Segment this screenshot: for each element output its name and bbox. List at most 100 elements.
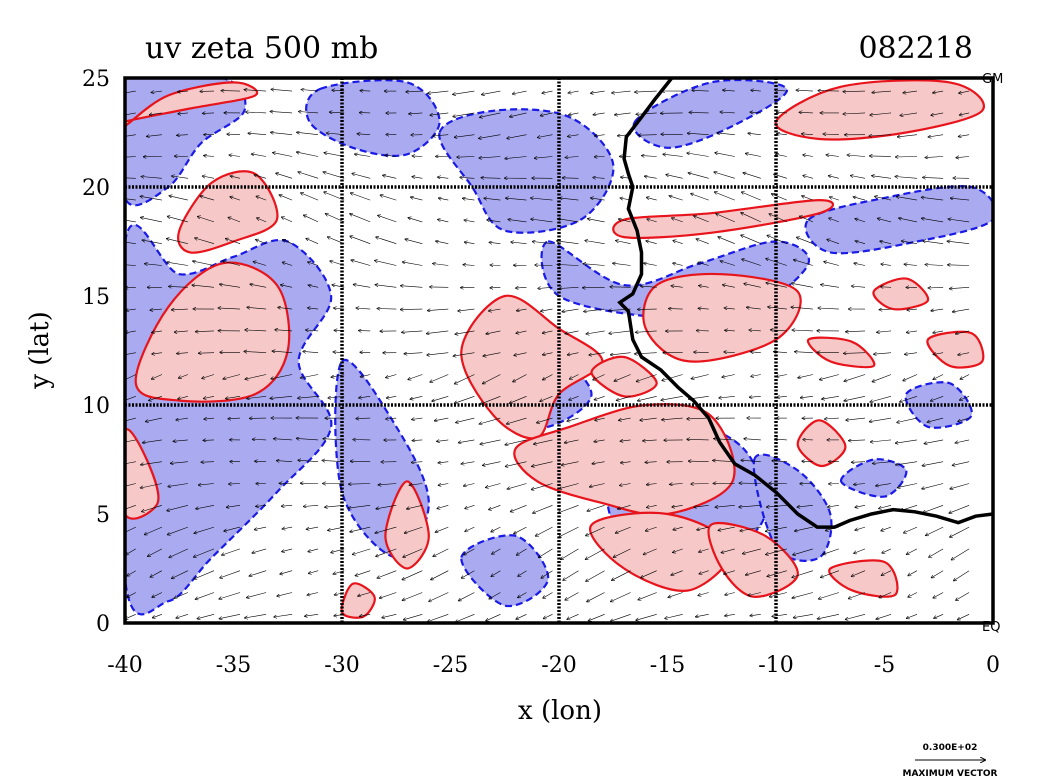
wind-vector [900, 112, 918, 116]
wind-vector [639, 135, 657, 136]
wind-vector [490, 287, 501, 288]
wind-vector [428, 309, 449, 311]
wind-vector [333, 570, 345, 574]
wind-vector [281, 285, 293, 288]
wind-vector [386, 418, 397, 419]
y-tick-label: 0 [96, 612, 110, 637]
wind-vector [853, 197, 866, 201]
wind-vector [746, 153, 761, 157]
wind-vector [198, 484, 215, 486]
wind-vector [277, 592, 293, 597]
wind-vector [301, 90, 319, 92]
wind-vector [725, 330, 735, 331]
wind-vector [959, 112, 970, 115]
wind-vector [192, 285, 215, 288]
wind-vector [489, 505, 501, 509]
wind-vector [298, 460, 319, 462]
wind-vector [489, 242, 501, 243]
wind-vector [611, 614, 631, 621]
wind-vector [463, 198, 475, 200]
negative-vorticity-region [840, 458, 908, 498]
wind-vector [252, 548, 267, 553]
wind-vector [244, 351, 267, 352]
wind-vector [699, 286, 709, 288]
wind-vector [279, 195, 293, 201]
wind-vector [829, 484, 839, 485]
wind-vector [533, 505, 553, 513]
wind-vector [140, 196, 162, 201]
wind-vector [454, 134, 475, 138]
x-tick-label: -25 [433, 653, 468, 678]
wind-vector [308, 548, 319, 552]
wind-vector [249, 570, 267, 576]
wind-vector [646, 526, 657, 531]
wind-vector [464, 548, 475, 555]
wind-vector [437, 440, 449, 442]
wind-vector [694, 505, 709, 507]
wind-vector [411, 197, 423, 201]
wind-vector [688, 461, 709, 462]
wind-vector [846, 417, 866, 420]
wind-vector [169, 286, 188, 287]
wind-vector [489, 592, 501, 599]
wind-vector [507, 483, 527, 490]
wind-vector [616, 396, 631, 400]
wind-vector [802, 461, 813, 462]
wind-vector [618, 505, 631, 509]
wind-vector [508, 219, 527, 223]
wind-vector [688, 173, 709, 179]
wind-vector [464, 220, 475, 222]
wind-vector [564, 439, 579, 443]
wind-vector [641, 286, 657, 287]
wind-vector [795, 352, 813, 353]
wind-vector [304, 505, 319, 506]
x-tick-label: -15 [650, 653, 685, 678]
x-tick-label: -5 [874, 653, 895, 678]
wind-vector [378, 484, 397, 485]
wind-vector [539, 548, 553, 558]
wind-vector [958, 614, 970, 619]
wind-vector [433, 135, 449, 136]
wind-vector [143, 439, 162, 443]
wind-vector [491, 526, 501, 532]
wind-vector [219, 614, 241, 618]
wind-vector [304, 215, 319, 223]
wind-vector [408, 218, 423, 223]
wind-vector [172, 309, 188, 310]
wind-vector [543, 352, 553, 355]
wind-vector [172, 570, 189, 579]
wind-vector [933, 592, 944, 598]
wind-vector [698, 308, 709, 309]
wind-vector [125, 156, 136, 158]
wind-vector [907, 614, 918, 618]
wind-vector [869, 135, 892, 136]
wind-vector [642, 156, 657, 157]
wind-vector [594, 396, 605, 400]
wind-vector [751, 90, 761, 91]
wind-vector [153, 614, 163, 618]
wind-vector [455, 374, 475, 384]
wind-vector [777, 134, 787, 135]
wind-vector [583, 264, 605, 266]
x-tick-label: -20 [541, 653, 576, 678]
wind-vector [870, 112, 892, 115]
wind-vector [406, 91, 423, 92]
wind-vector [271, 132, 293, 135]
wind-vector [507, 134, 527, 139]
wind-vector [487, 220, 501, 223]
wind-vector [744, 284, 761, 288]
wind-vector [614, 374, 631, 382]
wind-vector [881, 570, 892, 576]
wind-vector [483, 461, 501, 466]
wind-vector [872, 176, 892, 179]
wind-vector [725, 614, 735, 616]
wind-vector [536, 526, 553, 536]
wind-vector [929, 548, 944, 557]
wind-vector [852, 286, 866, 287]
wind-vector [464, 242, 475, 244]
wind-vector [692, 90, 709, 91]
wind-vector [152, 592, 163, 598]
wind-vector [795, 526, 813, 531]
positive-vorticity-region [707, 522, 799, 598]
wind-vector [297, 152, 319, 157]
